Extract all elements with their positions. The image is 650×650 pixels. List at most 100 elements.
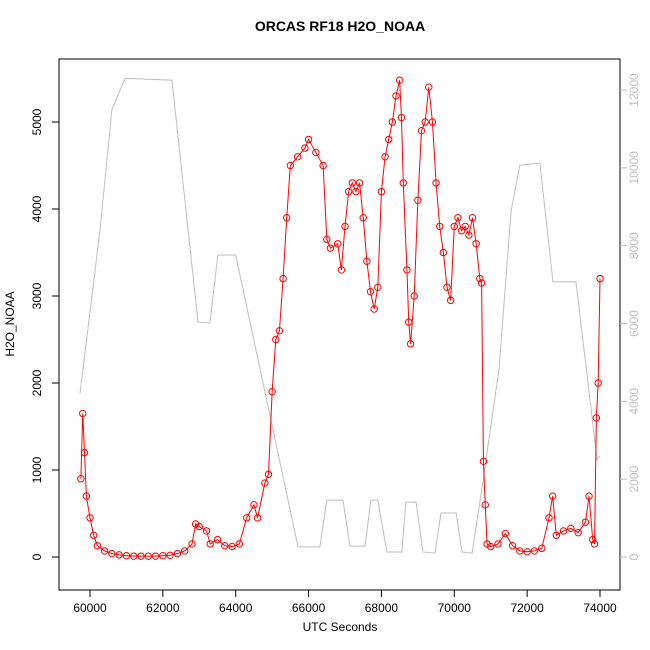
data-point bbox=[428, 118, 437, 126]
data-point bbox=[301, 144, 309, 152]
data-point bbox=[250, 501, 258, 509]
data-point bbox=[355, 179, 364, 187]
data-point bbox=[202, 527, 211, 535]
data-point bbox=[334, 240, 342, 248]
data-point bbox=[283, 213, 291, 222]
data-point bbox=[293, 153, 302, 161]
data-point bbox=[89, 531, 98, 539]
data-point bbox=[465, 231, 473, 239]
data-point bbox=[80, 448, 89, 457]
data-point bbox=[425, 83, 433, 91]
data-point bbox=[501, 529, 509, 538]
data-point bbox=[374, 283, 382, 292]
data-point bbox=[304, 135, 313, 144]
data-point bbox=[79, 409, 87, 418]
data-point bbox=[590, 540, 599, 548]
data-point bbox=[574, 528, 582, 537]
data-point bbox=[421, 118, 429, 126]
y-tick-label: 4000 bbox=[30, 195, 44, 222]
y-tick-label: 5000 bbox=[30, 108, 44, 135]
data-point bbox=[366, 287, 375, 296]
series-line bbox=[79, 77, 601, 554]
data-point bbox=[405, 318, 413, 326]
data-point bbox=[264, 470, 273, 479]
plot-frame bbox=[58, 58, 621, 591]
data-point bbox=[476, 274, 484, 283]
data-point bbox=[457, 227, 466, 235]
y2-tick-label: 2000 bbox=[627, 465, 641, 492]
data-point bbox=[468, 213, 477, 222]
data-point bbox=[472, 240, 480, 248]
data-point bbox=[523, 548, 531, 556]
data-point bbox=[417, 126, 426, 135]
data-point bbox=[477, 279, 486, 287]
data-point bbox=[319, 161, 327, 170]
data-point bbox=[359, 213, 367, 222]
data-point bbox=[130, 552, 138, 560]
data-point bbox=[432, 179, 440, 187]
data-point bbox=[567, 524, 575, 533]
data-point bbox=[253, 514, 262, 522]
data-point bbox=[454, 213, 462, 222]
data-point bbox=[581, 518, 590, 526]
data-point bbox=[348, 179, 356, 187]
data-point bbox=[268, 388, 276, 396]
data-point bbox=[261, 479, 269, 487]
data-point bbox=[235, 540, 244, 548]
data-point bbox=[545, 514, 553, 522]
data-point bbox=[159, 552, 167, 560]
data-point bbox=[436, 222, 444, 231]
y-tick-label: 2000 bbox=[30, 369, 44, 396]
data-point bbox=[516, 547, 524, 555]
y-tick-label: 0 bbox=[30, 553, 44, 560]
data-point bbox=[397, 113, 406, 122]
y2-tick-label: 10000 bbox=[627, 151, 641, 185]
y-axis-label: H2O_NOAA bbox=[3, 291, 17, 356]
data-point bbox=[181, 547, 189, 555]
data-point bbox=[221, 542, 229, 550]
data-point bbox=[461, 222, 469, 231]
data-point bbox=[272, 335, 280, 344]
data-point bbox=[323, 235, 331, 244]
x-tick-label: 66000 bbox=[292, 601, 326, 615]
data-point bbox=[173, 549, 182, 558]
data-point bbox=[279, 274, 287, 283]
data-point bbox=[151, 552, 160, 560]
x-tick-label: 72000 bbox=[510, 601, 544, 615]
y2-tick-label: 4000 bbox=[627, 388, 641, 415]
y2-tick-label: 12000 bbox=[627, 73, 641, 107]
y2-tick-label: 6000 bbox=[627, 310, 641, 337]
data-point bbox=[93, 542, 101, 550]
data-point bbox=[166, 551, 174, 559]
data-point bbox=[115, 551, 123, 559]
data-point bbox=[594, 379, 602, 387]
data-point bbox=[122, 552, 131, 560]
data-point bbox=[82, 492, 91, 500]
data-point bbox=[337, 266, 346, 274]
data-point bbox=[144, 552, 152, 560]
data-point bbox=[395, 76, 404, 84]
data-point bbox=[592, 414, 601, 422]
y2-tick-label: 0 bbox=[627, 553, 641, 560]
data-point bbox=[370, 305, 378, 313]
data-point bbox=[559, 527, 568, 535]
data-point bbox=[312, 148, 320, 157]
x-tick-label: 68000 bbox=[365, 601, 399, 615]
data-point bbox=[206, 540, 214, 548]
data-point bbox=[406, 340, 415, 348]
data-point bbox=[363, 257, 371, 265]
data-point bbox=[548, 492, 557, 500]
data-point bbox=[585, 492, 593, 500]
x-tick-label: 64000 bbox=[219, 601, 253, 615]
data-point bbox=[352, 187, 360, 196]
data-point bbox=[596, 274, 604, 283]
data-point bbox=[377, 187, 386, 196]
data-point bbox=[479, 457, 488, 466]
data-point bbox=[392, 92, 400, 100]
data-point bbox=[439, 248, 448, 257]
data-point bbox=[341, 222, 349, 231]
data-point bbox=[195, 522, 203, 531]
x-tick-label: 62000 bbox=[146, 601, 180, 615]
